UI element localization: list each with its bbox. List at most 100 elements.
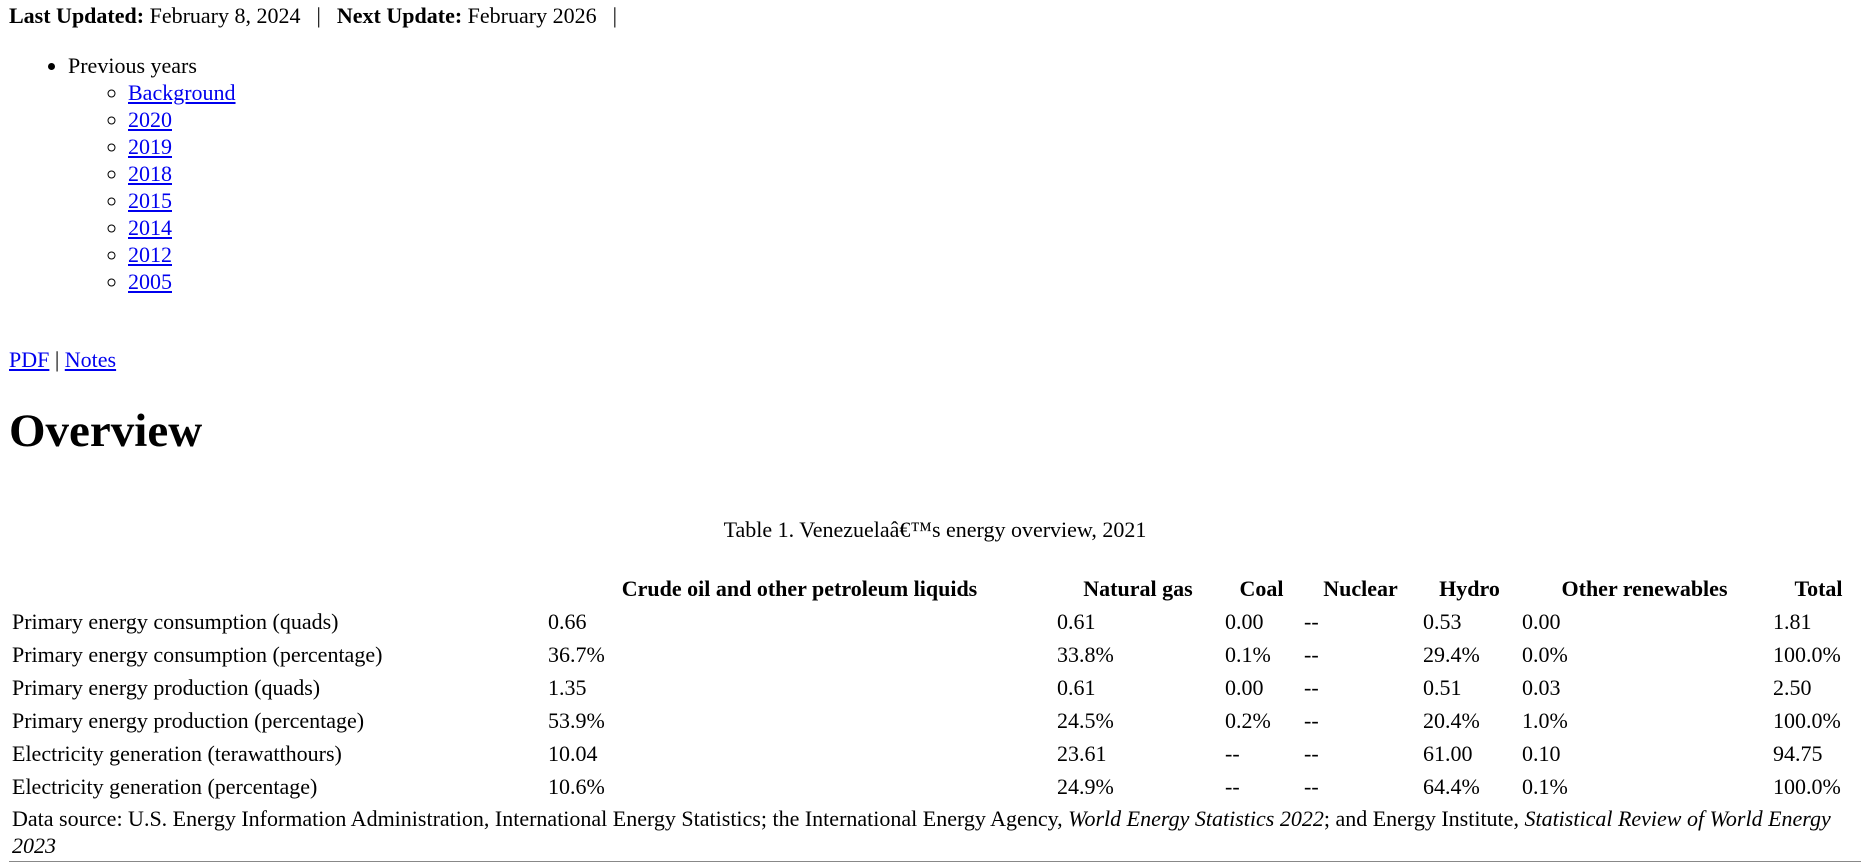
separator: | — [612, 3, 617, 28]
cell: 100.0% — [1773, 773, 1841, 799]
source-text: ; and Energy Institute, — [1323, 806, 1525, 831]
row-label: Primary energy consumption (quads) — [12, 608, 339, 634]
cell: -- — [1225, 740, 1240, 766]
column-header: Natural gas — [1083, 575, 1193, 601]
year-link[interactable]: 2014 — [128, 215, 172, 240]
doc-link[interactable]: PDF — [9, 347, 50, 372]
cell: 94.75 — [1773, 740, 1823, 766]
cell: 33.8% — [1057, 641, 1114, 667]
table-row: Primary energy consumption (quads) 0.66 0.… — [9, 605, 1867, 638]
cell: -- — [1304, 707, 1319, 733]
cell: -- — [1304, 608, 1319, 634]
cell: 1.0% — [1522, 707, 1568, 733]
cell: 53.9% — [548, 707, 605, 733]
column-header: Crude oil and other petroleum liquids — [621, 575, 978, 601]
cell: 0.00 — [1225, 674, 1264, 700]
cell: 100.0% — [1773, 641, 1841, 667]
table-row: Electricity generation (percentage) 10.6%… — [9, 770, 1867, 803]
update-label: Next Update: — [336, 3, 463, 28]
year-link[interactable]: 2005 — [128, 269, 172, 294]
nav-link-item: 2020 — [128, 106, 236, 133]
previous-years-nav: Previous years Background202020192018201… — [0, 52, 236, 295]
table-row: Primary energy consumption (percentage) 3… — [9, 638, 1867, 671]
data-source: Data source: U.S. Energy Information Adm… — [12, 805, 1862, 859]
table-caption: Table 1. Venezuelaâ€™s energy overview, … — [723, 517, 1147, 542]
nav-link-item: 2015 — [128, 187, 236, 214]
year-link[interactable]: 2015 — [128, 188, 172, 213]
source-title: Statistical Review of World Energy 2023 — [12, 806, 1831, 858]
cell: 0.10 — [1522, 740, 1561, 766]
cell: 100.0% — [1773, 707, 1841, 733]
source-text: Data source: U.S. Energy Information Adm… — [12, 806, 1069, 831]
nav-link-item: 2014 — [128, 214, 236, 241]
year-link[interactable]: 2018 — [128, 161, 172, 186]
column-header: Total — [1794, 575, 1843, 601]
update-value: February 8, 2024 — [149, 3, 301, 28]
table-body: Primary energy consumption (quads) 0.66 0.… — [9, 605, 1867, 803]
year-link[interactable]: 2012 — [128, 242, 172, 267]
column-header: Hydro — [1439, 575, 1500, 601]
separator: | — [54, 347, 60, 372]
row-label: Primary energy production (quads) — [12, 674, 321, 700]
section-heading: Overview — [9, 405, 203, 457]
column-header: Coal — [1239, 575, 1284, 601]
column-header: Nuclear — [1323, 575, 1398, 601]
update-label: Last Updated: — [9, 3, 145, 28]
cell: 24.5% — [1057, 707, 1114, 733]
nav-link-item: 2012 — [128, 241, 236, 268]
year-link[interactable]: Background — [128, 80, 236, 105]
update-info: Last Updated: February 8, 2024 | Next Upda… — [9, 3, 633, 29]
row-label: Primary energy production (percentage) — [12, 707, 365, 733]
cell: 0.61 — [1057, 608, 1096, 634]
cell: -- — [1304, 674, 1319, 700]
row-label: Electricity generation (percentage) — [12, 773, 318, 799]
cell: 0.53 — [1423, 608, 1462, 634]
cell: 29.4% — [1423, 641, 1480, 667]
table-row: Primary energy production (quads) 1.35 0.6… — [9, 671, 1867, 704]
cell: 36.7% — [548, 641, 605, 667]
table-row: Electricity generation (terawatthours) 10… — [9, 737, 1867, 770]
column-header: Other renewables — [1561, 575, 1728, 601]
cell: -- — [1304, 641, 1319, 667]
divider — [9, 861, 1861, 862]
cell: -- — [1304, 773, 1319, 799]
header-cell — [9, 572, 545, 605]
cell: 10.6% — [548, 773, 605, 799]
cell: 23.61 — [1057, 740, 1107, 766]
cell: 0.03 — [1522, 674, 1561, 700]
cell: 0.2% — [1225, 707, 1271, 733]
doc-link[interactable]: Notes — [64, 347, 117, 372]
cell: 0.00 — [1225, 608, 1264, 634]
document-links: PDF | Notes — [9, 347, 116, 373]
cell: 1.81 — [1773, 608, 1812, 634]
year-link[interactable]: 2020 — [128, 107, 172, 132]
row-label: Electricity generation (terawatthours) — [12, 740, 342, 766]
cell: 0.00 — [1522, 608, 1561, 634]
row-label: Primary energy consumption (percentage) — [12, 641, 383, 667]
table-row: Primary energy production (percentage) 53… — [9, 704, 1867, 737]
cell: -- — [1225, 773, 1240, 799]
cell: 0.61 — [1057, 674, 1096, 700]
cell: 0.66 — [548, 608, 587, 634]
source-title: World Energy Statistics 2022 — [1068, 806, 1324, 831]
cell: 61.00 — [1423, 740, 1473, 766]
separator: | — [316, 3, 321, 28]
nav-title: Previous years — [68, 53, 197, 78]
cell: -- — [1304, 740, 1319, 766]
nav-link-item: 2018 — [128, 160, 236, 187]
cell: 2.50 — [1773, 674, 1812, 700]
cell: 0.0% — [1522, 641, 1568, 667]
nav-link-item: 2005 — [128, 268, 236, 295]
cell: 10.04 — [548, 740, 598, 766]
cell: 20.4% — [1423, 707, 1480, 733]
nav-sublist: Background2020201920182015201420122005 — [68, 79, 236, 295]
energy-table: Crude oil and other petroleum liquids Nat… — [9, 572, 1867, 803]
year-link[interactable]: 2019 — [128, 134, 172, 159]
nav-link-item: 2019 — [128, 133, 236, 160]
cell: 24.9% — [1057, 773, 1114, 799]
cell: 64.4% — [1423, 773, 1480, 799]
cell: 0.51 — [1423, 674, 1462, 700]
update-value: February 2026 — [467, 3, 597, 28]
